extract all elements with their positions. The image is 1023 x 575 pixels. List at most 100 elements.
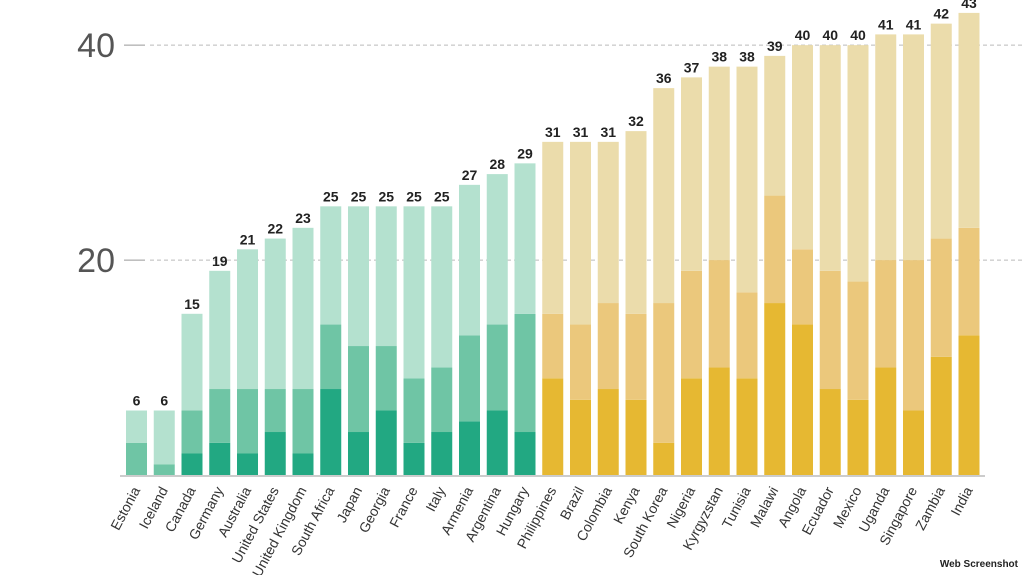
bar-segment (431, 367, 453, 433)
total-label: 41 (906, 16, 922, 32)
total-label: 36 (656, 70, 672, 86)
bar-segment (875, 260, 897, 368)
bar-segment (459, 184, 480, 336)
bar-segment (597, 141, 619, 304)
total-label: 39 (767, 38, 783, 54)
bar-segment (320, 389, 342, 475)
bar-segment (792, 45, 813, 250)
bar-segment (459, 335, 480, 422)
bar-segment (264, 238, 286, 390)
bar-segment (847, 281, 869, 400)
bar-segment (736, 292, 758, 379)
total-label: 25 (351, 188, 367, 204)
bar-segment (875, 367, 897, 475)
bar-segment (126, 410, 147, 443)
total-label: 25 (378, 188, 394, 204)
bar-segment (625, 313, 647, 400)
bar-segment (514, 313, 536, 433)
bar-segment (653, 303, 675, 443)
bar-segment (542, 313, 564, 379)
bar-segment (875, 34, 897, 261)
bar-segment (181, 410, 203, 454)
bar-segment (847, 45, 869, 282)
total-label: 38 (739, 49, 755, 65)
bar-segment (459, 421, 480, 475)
bar-segment (708, 66, 730, 261)
bar-segment (264, 432, 286, 475)
bar-segment (292, 227, 314, 390)
bar-segment (958, 227, 980, 336)
bar-segment (819, 45, 841, 271)
bar-segment (903, 260, 924, 411)
bar-segment (264, 389, 286, 433)
bar-segment (903, 34, 924, 261)
bar-segment (792, 249, 813, 325)
bar-segment (348, 206, 369, 347)
bar-segment (764, 303, 786, 475)
total-label: 21 (240, 231, 256, 247)
bar-segment (681, 270, 702, 379)
bar-segment (958, 12, 980, 228)
bar-segment (292, 389, 314, 454)
bar-segment (570, 141, 591, 325)
bar-segment (930, 356, 952, 475)
bar-segment (209, 442, 231, 475)
bar-segment (486, 324, 508, 411)
bar-segment (847, 399, 869, 475)
bar-segment (542, 378, 564, 475)
bar-segment (375, 346, 397, 411)
total-label: 41 (878, 16, 894, 32)
total-label: 22 (267, 221, 283, 237)
bar-segment (237, 249, 258, 390)
bar-segment (431, 206, 453, 368)
bar-segment (375, 206, 397, 347)
bar-segment (514, 432, 536, 475)
total-label: 40 (850, 27, 866, 43)
bar-segment (570, 399, 591, 475)
x-tick-label: India (947, 484, 975, 519)
total-label: 42 (933, 6, 949, 22)
bar-segment (597, 389, 619, 475)
total-label: 28 (489, 156, 505, 172)
bar-segment (320, 206, 342, 325)
total-label: 27 (462, 167, 478, 183)
bar-segment (819, 389, 841, 475)
total-label: 23 (295, 210, 311, 226)
bar-segment (431, 432, 453, 475)
bar-segment (486, 410, 508, 475)
bar-segment (597, 303, 619, 390)
total-label: 40 (822, 27, 838, 43)
bar-segment (681, 77, 702, 271)
bar-segment (237, 453, 258, 475)
bar-segment (153, 410, 175, 465)
bar-segment (958, 335, 980, 475)
bar-segment (625, 399, 647, 475)
bar-segment (681, 378, 702, 475)
bar-segment (903, 410, 924, 475)
bar-segment (625, 131, 647, 314)
total-label: 25 (406, 188, 422, 204)
total-label: 25 (323, 188, 339, 204)
total-label: 43 (961, 0, 977, 11)
bar-segment (819, 270, 841, 390)
watermark: Web Screenshot (940, 559, 1019, 570)
bar-segment (181, 453, 203, 475)
total-label: 6 (133, 393, 141, 409)
bar-segment (708, 260, 730, 368)
total-label: 29 (517, 145, 533, 161)
bar-segment (653, 442, 675, 475)
bar-segment (486, 174, 508, 325)
total-label: 25 (434, 188, 450, 204)
total-label: 37 (684, 59, 700, 75)
y-tick-label: 40 (77, 27, 115, 65)
total-label: 31 (545, 124, 561, 140)
bar-segment (764, 55, 786, 196)
bar-segment (320, 324, 342, 390)
bar-segment (736, 66, 758, 293)
bar-segment (736, 378, 758, 475)
bar-segment (209, 389, 231, 443)
bar-segment (237, 389, 258, 454)
total-label: 38 (711, 49, 727, 65)
y-tick-label: 20 (77, 242, 115, 280)
